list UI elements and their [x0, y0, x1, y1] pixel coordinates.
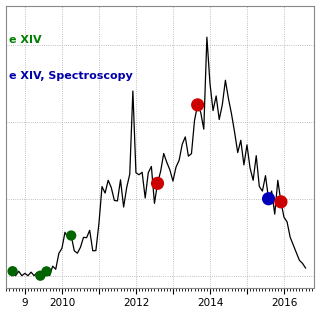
Point — [155, 181, 160, 186]
Point — [68, 233, 74, 238]
Text: e XIV, Spectroscopy: e XIV, Spectroscopy — [10, 71, 133, 81]
Point — [278, 199, 284, 204]
Point — [44, 269, 49, 274]
Point — [38, 273, 43, 278]
Point — [266, 196, 271, 201]
Text: e XIV: e XIV — [10, 35, 42, 44]
Point — [195, 102, 200, 108]
Point — [10, 269, 15, 274]
